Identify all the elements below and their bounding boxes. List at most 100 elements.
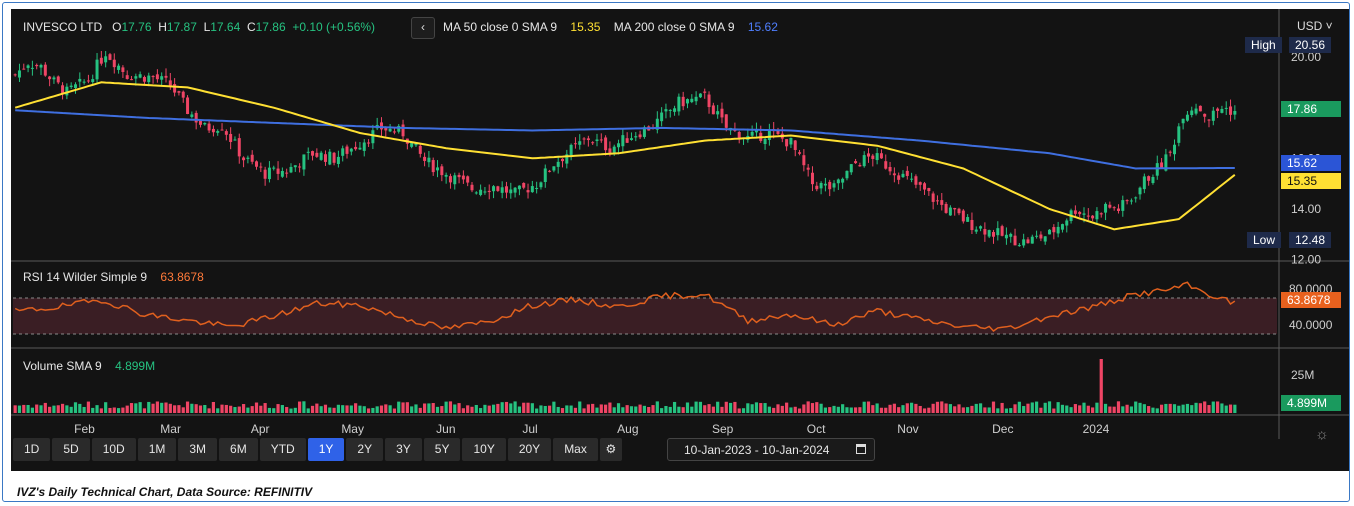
- volume-bar[interactable]: [474, 404, 478, 413]
- candle-body[interactable]: [526, 190, 530, 193]
- volume-bar[interactable]: [556, 406, 560, 413]
- volume-bar[interactable]: [422, 403, 427, 413]
- candle-body[interactable]: [802, 155, 806, 166]
- volume-bar[interactable]: [448, 401, 453, 413]
- candle-body[interactable]: [1052, 227, 1056, 233]
- volume-bar[interactable]: [966, 407, 970, 413]
- candle-body[interactable]: [367, 142, 371, 144]
- candle-body[interactable]: [961, 210, 965, 222]
- candle-body[interactable]: [1173, 144, 1177, 155]
- volume-bar[interactable]: [914, 403, 918, 413]
- candle-body[interactable]: [1216, 108, 1220, 111]
- volume-bar[interactable]: [974, 403, 978, 413]
- volume-bar[interactable]: [233, 407, 237, 413]
- candle-body[interactable]: [612, 146, 616, 153]
- candle-body[interactable]: [1099, 213, 1103, 215]
- candle-body[interactable]: [371, 130, 375, 144]
- candle-body[interactable]: [595, 139, 599, 142]
- volume-bar[interactable]: [272, 408, 276, 413]
- volume-bar[interactable]: [1095, 402, 1099, 413]
- volume-bar[interactable]: [759, 403, 763, 413]
- period-button-20y[interactable]: 20Y: [507, 438, 552, 461]
- candle-body[interactable]: [86, 80, 90, 82]
- candle-body[interactable]: [530, 186, 534, 193]
- volume-bar[interactable]: [1026, 403, 1030, 413]
- candle-body[interactable]: [604, 137, 608, 151]
- candle-body[interactable]: [634, 136, 638, 138]
- volume-bar[interactable]: [315, 403, 319, 413]
- period-button-2y[interactable]: 2Y: [346, 438, 384, 461]
- candle-body[interactable]: [255, 161, 259, 167]
- candle-body[interactable]: [608, 148, 612, 154]
- volume-bar[interactable]: [1086, 405, 1090, 413]
- candle-body[interactable]: [1116, 208, 1120, 211]
- volume-bar[interactable]: [26, 404, 30, 413]
- volume-bar[interactable]: [1022, 406, 1026, 413]
- volume-bar[interactable]: [276, 404, 280, 413]
- candle-body[interactable]: [26, 65, 30, 68]
- candle-body[interactable]: [1224, 107, 1228, 109]
- candle-body[interactable]: [492, 186, 496, 192]
- volume-bar[interactable]: [931, 403, 935, 413]
- volume-bar[interactable]: [629, 406, 634, 413]
- candle-body[interactable]: [207, 123, 211, 131]
- volume-bar[interactable]: [1099, 359, 1103, 413]
- candle-body[interactable]: [918, 182, 922, 185]
- volume-bar[interactable]: [707, 404, 711, 413]
- volume-bar[interactable]: [1228, 404, 1233, 413]
- volume-bar[interactable]: [323, 404, 328, 413]
- candle-body[interactable]: [1211, 110, 1215, 121]
- volume-bar[interactable]: [358, 405, 362, 413]
- candle-body[interactable]: [1017, 245, 1021, 247]
- candle-body[interactable]: [806, 167, 810, 170]
- volume-bar[interactable]: [1177, 405, 1181, 413]
- candle-body[interactable]: [349, 148, 353, 152]
- volume-bar[interactable]: [828, 407, 832, 413]
- candle-body[interactable]: [444, 174, 448, 177]
- volume-bar[interactable]: [1121, 406, 1125, 413]
- candle-body[interactable]: [164, 75, 168, 78]
- candle-body[interactable]: [556, 161, 560, 167]
- candle-body[interactable]: [65, 86, 69, 96]
- candle-body[interactable]: [854, 161, 858, 164]
- volume-bar[interactable]: [737, 408, 741, 413]
- period-button-3y[interactable]: 3Y: [385, 438, 422, 461]
- candle-body[interactable]: [1138, 187, 1142, 195]
- candle-body[interactable]: [298, 166, 302, 168]
- volume-bar[interactable]: [207, 408, 211, 413]
- volume-bar[interactable]: [431, 403, 435, 413]
- volume-bar[interactable]: [591, 403, 595, 413]
- volume-bar[interactable]: [250, 406, 254, 413]
- volume-bar[interactable]: [879, 407, 884, 413]
- candle-body[interactable]: [892, 173, 896, 176]
- volume-bar[interactable]: [604, 404, 608, 413]
- volume-bar[interactable]: [1078, 405, 1082, 413]
- candle-body[interactable]: [845, 170, 849, 179]
- volume-bar[interactable]: [957, 404, 961, 413]
- candle-body[interactable]: [315, 152, 319, 157]
- volume-bar[interactable]: [427, 403, 431, 413]
- candle-body[interactable]: [43, 64, 47, 76]
- volume-bar[interactable]: [1103, 403, 1108, 413]
- volume-bar[interactable]: [332, 407, 336, 413]
- volume-bar[interactable]: [565, 405, 569, 413]
- candle-body[interactable]: [401, 124, 405, 137]
- chart-settings-icon[interactable]: ☼: [1315, 426, 1329, 443]
- volume-bar[interactable]: [22, 404, 26, 413]
- candle-body[interactable]: [427, 157, 431, 163]
- volume-bar[interactable]: [961, 407, 965, 413]
- candle-body[interactable]: [341, 148, 345, 156]
- volume-bar[interactable]: [703, 405, 707, 413]
- candle-body[interactable]: [211, 128, 215, 133]
- volume-bar[interactable]: [1155, 408, 1159, 413]
- candle-body[interactable]: [655, 118, 659, 130]
- volume-bar[interactable]: [660, 408, 664, 413]
- volume-bar[interactable]: [522, 402, 526, 413]
- candle-body[interactable]: [931, 193, 935, 202]
- volume-bar[interactable]: [668, 406, 672, 413]
- volume-bar[interactable]: [1181, 404, 1185, 413]
- volume-bar[interactable]: [345, 405, 349, 413]
- candle-body[interactable]: [957, 208, 961, 214]
- candle-body[interactable]: [720, 108, 724, 118]
- volume-bar[interactable]: [444, 401, 448, 413]
